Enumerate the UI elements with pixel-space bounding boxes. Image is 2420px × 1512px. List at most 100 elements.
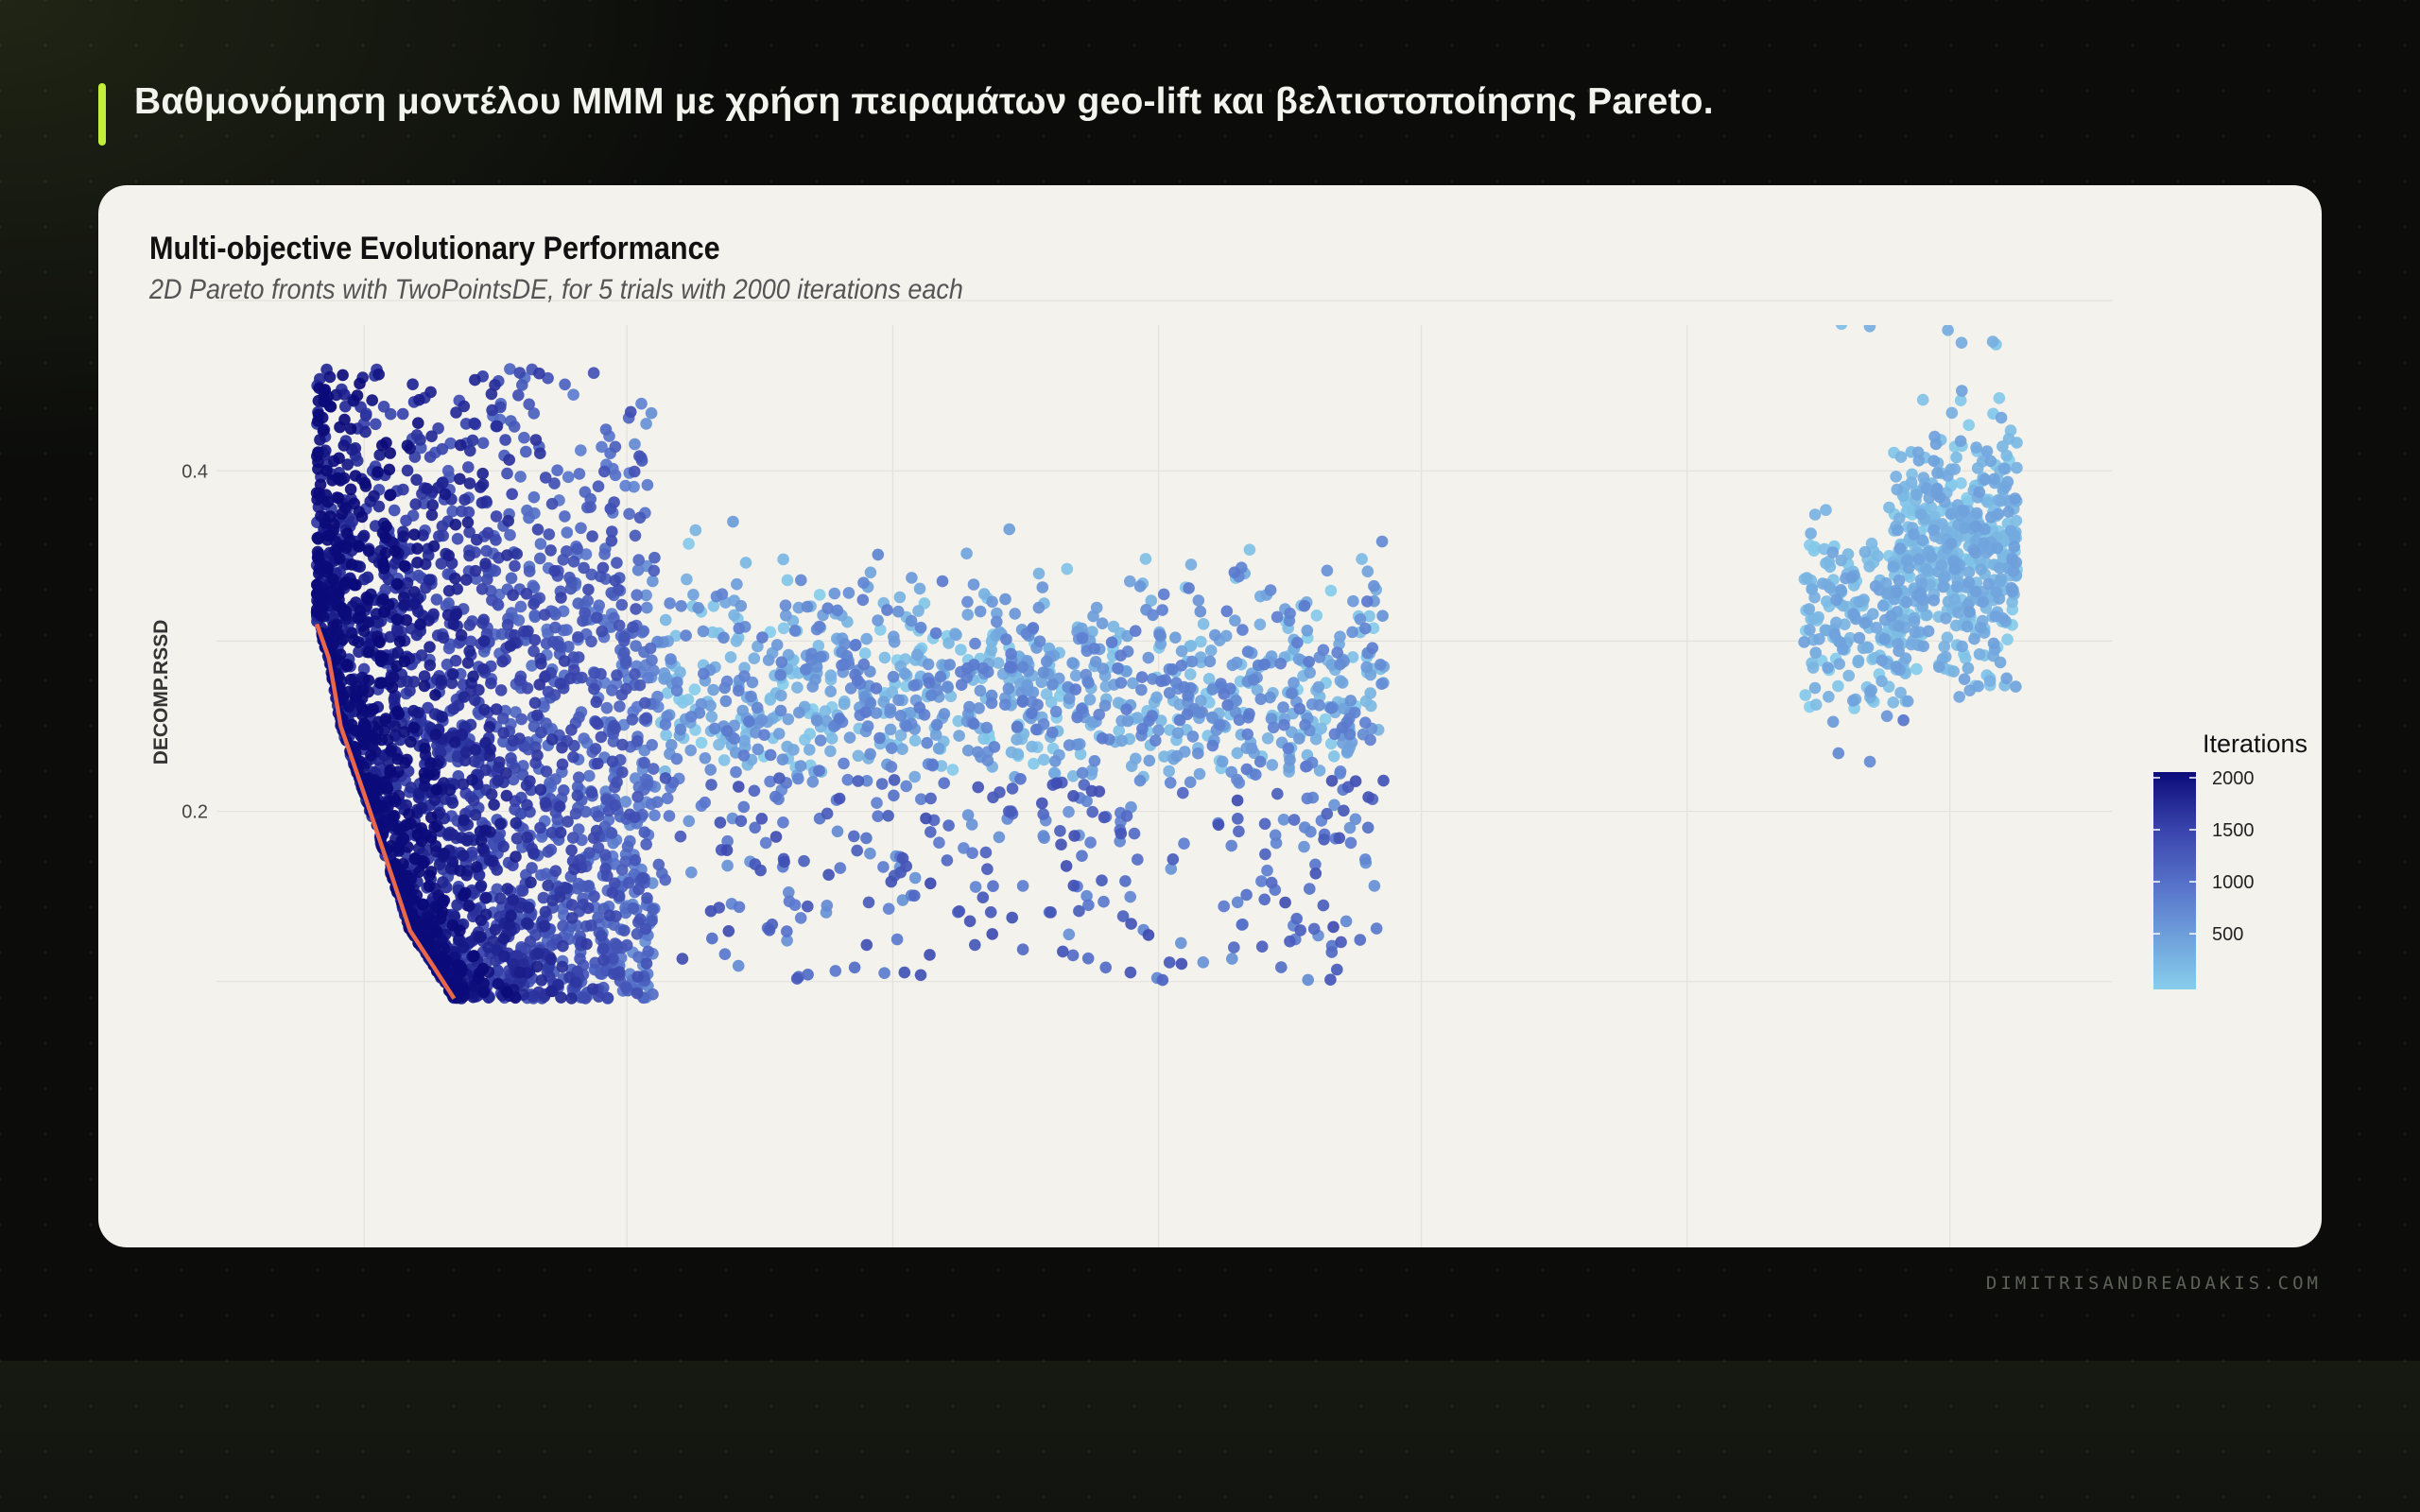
scatter-point (484, 743, 496, 756)
scatter-point (1324, 702, 1338, 714)
scatter-point (1006, 911, 1018, 924)
scatter-point (1853, 631, 1866, 644)
scatter-point (1183, 582, 1195, 594)
scatter-point (972, 746, 984, 759)
scatter-point (499, 434, 511, 446)
scatter-point (526, 660, 538, 672)
scatter-point (616, 738, 629, 751)
scatter-point (674, 830, 687, 843)
scatter-point (370, 418, 382, 431)
scatter-point (392, 823, 406, 836)
scatter-point (1820, 557, 1832, 570)
scatter-point (533, 367, 545, 380)
scatter-point (1253, 618, 1267, 631)
scatter-point (547, 636, 560, 648)
scatter-point (1086, 764, 1098, 777)
scatter-point (1809, 698, 1823, 711)
scatter-point (622, 876, 635, 889)
scatter-point (428, 794, 441, 806)
scatter-point (636, 871, 649, 885)
scatter-point (438, 961, 451, 974)
scatter-point (685, 866, 698, 879)
scatter-point (410, 473, 423, 486)
scatter-point (1050, 777, 1063, 790)
scatter-point (475, 583, 489, 595)
scatter-point (900, 860, 912, 872)
scatter-point (437, 631, 450, 644)
scatter-point (587, 367, 600, 379)
scatter-point (431, 902, 444, 914)
scatter-point (1976, 213, 1988, 225)
scatter-point (324, 401, 337, 413)
scatter-point (804, 744, 816, 756)
scatter-point (1936, 518, 1948, 530)
scatter-point (724, 651, 737, 663)
scatter-point (469, 744, 482, 756)
scatter-point (1036, 797, 1048, 810)
scatter-point (581, 902, 595, 915)
scatter-point (1876, 675, 1888, 688)
scatter-point (773, 772, 786, 784)
scatter-point (1917, 640, 1929, 653)
scatter-point (1115, 677, 1128, 689)
scatter-point (458, 889, 470, 902)
scatter-point (648, 809, 661, 822)
scatter-point (800, 663, 812, 676)
scatter-point (1981, 496, 1994, 508)
scatter-point (1197, 956, 1210, 969)
scatter-point (320, 489, 333, 501)
scatter-point (1083, 694, 1097, 706)
scatter-point (864, 747, 876, 761)
scatter-point (370, 733, 383, 746)
scatter-point (1236, 624, 1249, 636)
scatter-point (1048, 766, 1061, 780)
scatter-point (1331, 646, 1343, 659)
scatter-point (528, 696, 542, 710)
scatter-point (1867, 608, 1879, 620)
scatter-point (674, 723, 687, 736)
scatter-point (1334, 658, 1346, 671)
scatter-point (614, 700, 626, 713)
scatter-point (1037, 808, 1049, 820)
scatter-point (1845, 571, 1858, 584)
scatter-point (392, 845, 406, 857)
scatter-point (1177, 786, 1189, 799)
scatter-point (1336, 677, 1349, 689)
scatter-point (549, 609, 562, 621)
scatter-point (421, 482, 434, 495)
scatter-point (1284, 935, 1296, 948)
scatter-point (565, 899, 579, 911)
scatter-point (2000, 449, 2013, 462)
scatter-point (1968, 632, 1980, 645)
scatter-point (831, 825, 844, 838)
scatter-point (638, 826, 651, 838)
scatter-point (1935, 558, 1948, 572)
scatter-point (1916, 534, 1929, 547)
scatter-point (1076, 766, 1089, 780)
scatter-point (1851, 308, 1863, 320)
scatter-point (524, 936, 537, 948)
scatter-point (821, 900, 834, 912)
scatter-point (1233, 713, 1246, 727)
scatter-point (1298, 599, 1311, 612)
scatter-point (1910, 237, 1923, 249)
scatter-point (1956, 640, 1968, 653)
scatter-point (780, 610, 792, 622)
scatter-point (469, 373, 481, 387)
scatter-point (1270, 610, 1284, 624)
scatter-point (929, 729, 942, 741)
scatter-point (1870, 296, 1882, 308)
scatter-point (1914, 508, 1927, 521)
scatter-point (1883, 501, 1895, 514)
scatter-point (1195, 695, 1207, 707)
scatter-point (540, 765, 553, 778)
scatter-point (1005, 647, 1017, 661)
scatter-point (828, 587, 841, 600)
scatter-point (1243, 543, 1256, 556)
scatter-point (813, 620, 825, 633)
scatter-point (894, 710, 908, 722)
scatter-point (1958, 505, 1970, 517)
scatter-point (1214, 718, 1226, 731)
scatter-point (1863, 755, 1876, 768)
scatter-point (1890, 586, 1903, 598)
